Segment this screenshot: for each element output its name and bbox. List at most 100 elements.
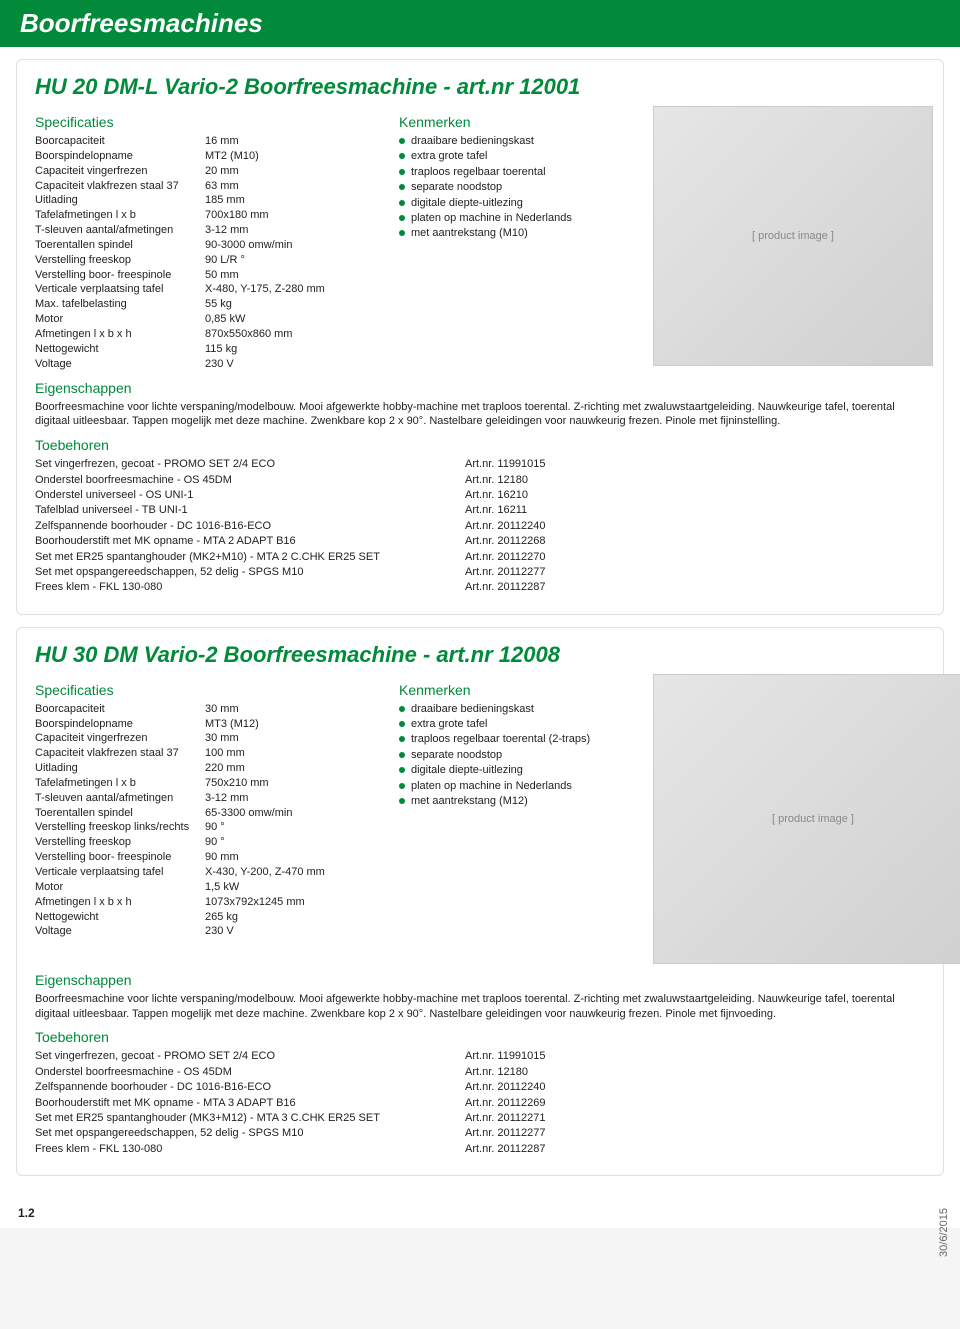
accessory-name: Boorhouderstift met MK opname - MTA 2 AD… (35, 534, 465, 549)
product-title: HU 20 DM-L Vario-2 Boorfreesmachine - ar… (35, 74, 925, 100)
spec-label: Boorspindelopname (35, 717, 205, 732)
spec-row: Tafelafmetingen l x b700x180 mm (35, 208, 375, 223)
accessory-row: Set met opspangereedschappen, 52 delig -… (35, 1126, 925, 1141)
accessory-row: Set met ER25 spantanghouder (MK3+M12) - … (35, 1111, 925, 1126)
accessory-name: Boorhouderstift met MK opname - MTA 3 AD… (35, 1096, 465, 1111)
spec-row: Nettogewicht115 kg (35, 342, 375, 357)
accessory-row: Boorhouderstift met MK opname - MTA 2 AD… (35, 534, 925, 549)
spec-value: 63 mm (205, 179, 375, 194)
spec-label: Capaciteit vlakfrezen staal 37 (35, 179, 205, 194)
accessory-row: Set met ER25 spantanghouder (MK2+M10) - … (35, 550, 925, 565)
properties-heading: Eigenschappen (35, 380, 925, 396)
spec-row: Nettogewicht265 kg (35, 910, 375, 925)
footer-date: 30/6/2015 (938, 1208, 950, 1257)
spec-value: 30 mm (205, 702, 375, 717)
spec-label: Nettogewicht (35, 342, 205, 357)
spec-label: T-sleuven aantal/afmetingen (35, 223, 205, 238)
spec-value: 90 mm (205, 850, 375, 865)
accessory-row: Boorhouderstift met MK opname - MTA 3 AD… (35, 1096, 925, 1111)
feature-item: extra grote tafel (399, 717, 629, 732)
accessory-artnr: Art.nr. 20112271 (465, 1111, 925, 1126)
spec-label: Afmetingen l x b x h (35, 327, 205, 342)
spec-label: Uitlading (35, 761, 205, 776)
features-column: Kenmerkendraaibare bedieningskastextra g… (399, 106, 629, 372)
specs-heading: Specificaties (35, 114, 375, 130)
accessory-artnr: Art.nr. 20112287 (465, 580, 925, 595)
accessory-name: Zelfspannende boorhouder - DC 1016-B16-E… (35, 1080, 465, 1095)
accessory-name: Set met ER25 spantanghouder (MK2+M10) - … (35, 550, 465, 565)
spec-row: Verticale verplaatsing tafelX-480, Y-175… (35, 282, 375, 297)
accessory-name: Set met ER25 spantanghouder (MK3+M12) - … (35, 1111, 465, 1126)
accessory-name: Frees klem - FKL 130-080 (35, 1142, 465, 1157)
spec-label: Tafelafmetingen l x b (35, 776, 205, 791)
accessory-artnr: Art.nr. 12180 (465, 473, 925, 488)
spec-value: 1073x792x1245 mm (205, 895, 375, 910)
spec-value: MT3 (M12) (205, 717, 375, 732)
spec-row: Voltage230 V (35, 924, 375, 939)
spec-value: 220 mm (205, 761, 375, 776)
spec-label: Capaciteit vingerfrezen (35, 164, 205, 179)
product-title: HU 30 DM Vario-2 Boorfreesmachine - art.… (35, 642, 925, 668)
spec-value: X-430, Y-200, Z-470 mm (205, 865, 375, 880)
spec-row: Verstelling freeskop90 L/R ° (35, 253, 375, 268)
specs-heading: Specificaties (35, 682, 375, 698)
spec-label: Voltage (35, 357, 205, 372)
feature-item: platen op machine in Nederlands (399, 211, 629, 226)
spec-row: Verticale verplaatsing tafelX-430, Y-200… (35, 865, 375, 880)
spec-label: Max. tafelbelasting (35, 297, 205, 312)
spec-value: 65-3300 omw/min (205, 806, 375, 821)
feature-item: met aantrekstang (M12) (399, 794, 629, 809)
spec-value: 700x180 mm (205, 208, 375, 223)
spec-row: Max. tafelbelasting55 kg (35, 297, 375, 312)
spec-value: 750x210 mm (205, 776, 375, 791)
accessory-row: Frees klem - FKL 130-080Art.nr. 20112287 (35, 580, 925, 595)
accessory-name: Tafelblad universeel - TB UNI-1 (35, 503, 465, 518)
spec-value: 90 ° (205, 835, 375, 850)
spec-row: Capaciteit vlakfrezen staal 3763 mm (35, 179, 375, 194)
spec-row: Verstelling freeskop90 ° (35, 835, 375, 850)
spec-value: X-480, Y-175, Z-280 mm (205, 282, 375, 297)
feature-item: digitale diepte-uitlezing (399, 763, 629, 778)
accessory-artnr: Art.nr. 20112268 (465, 534, 925, 549)
spec-row: Capaciteit vlakfrezen staal 37100 mm (35, 746, 375, 761)
spec-label: Boorcapaciteit (35, 702, 205, 717)
product-columns: SpecificatiesBoorcapaciteit16 mmBoorspin… (35, 106, 925, 372)
spec-value: 3-12 mm (205, 791, 375, 806)
spec-value: 870x550x860 mm (205, 327, 375, 342)
spec-value: 1,5 kW (205, 880, 375, 895)
spec-row: Voltage230 V (35, 357, 375, 372)
accessory-artnr: Art.nr. 20112240 (465, 1080, 925, 1095)
accessories-heading: Toebehoren (35, 437, 925, 453)
spec-value: 265 kg (205, 910, 375, 925)
accessory-name: Zelfspannende boorhouder - DC 1016-B16-E… (35, 519, 465, 534)
specs-column: Specificaties Boorcapaciteit30 mmBoorspin… (35, 674, 375, 964)
spec-row: Uitlading185 mm (35, 193, 375, 208)
accessory-artnr: Art.nr. 11991015 (465, 457, 925, 472)
spec-value: 100 mm (205, 746, 375, 761)
spec-row: Toerentallen spindel90-3000 omw/min (35, 238, 375, 253)
accessory-artnr: Art.nr. 11991015 (465, 1049, 925, 1064)
accessory-row: Zelfspannende boorhouder - DC 1016-B16-E… (35, 1080, 925, 1095)
spec-label: Boorcapaciteit (35, 134, 205, 149)
spec-row: BoorspindelopnameMT3 (M12) (35, 717, 375, 732)
spec-row: Uitlading220 mm (35, 761, 375, 776)
spec-value: 230 V (205, 357, 375, 372)
spec-value: 0,85 kW (205, 312, 375, 327)
spec-value: MT2 (M10) (205, 149, 375, 164)
accessory-row: Onderstel boorfreesmachine - OS 45DMArt.… (35, 473, 925, 488)
products-container: HU 20 DM-L Vario-2 Boorfreesmachine - ar… (0, 59, 960, 1176)
feature-item: separate noodstop (399, 748, 629, 763)
feature-item: platen op machine in Nederlands (399, 779, 629, 794)
spec-label: Nettogewicht (35, 910, 205, 925)
accessory-name: Set vingerfrezen, gecoat - PROMO SET 2/4… (35, 457, 465, 472)
product-columns: Specificaties Boorcapaciteit30 mmBoorspin… (35, 674, 925, 964)
accessory-artnr: Art.nr. 20112287 (465, 1142, 925, 1157)
spec-row: Boorcapaciteit30 mm (35, 702, 375, 717)
spec-row: Verstelling boor- freespinole50 mm (35, 268, 375, 283)
features-heading: Kenmerken (399, 114, 629, 130)
spec-value: 90 ° (205, 820, 375, 835)
spec-value: 90 L/R ° (205, 253, 375, 268)
spec-row: Verstelling boor- freespinole90 mm (35, 850, 375, 865)
specs-column: SpecificatiesBoorcapaciteit16 mmBoorspin… (35, 106, 375, 372)
spec-row: BoorspindelopnameMT2 (M10) (35, 149, 375, 164)
